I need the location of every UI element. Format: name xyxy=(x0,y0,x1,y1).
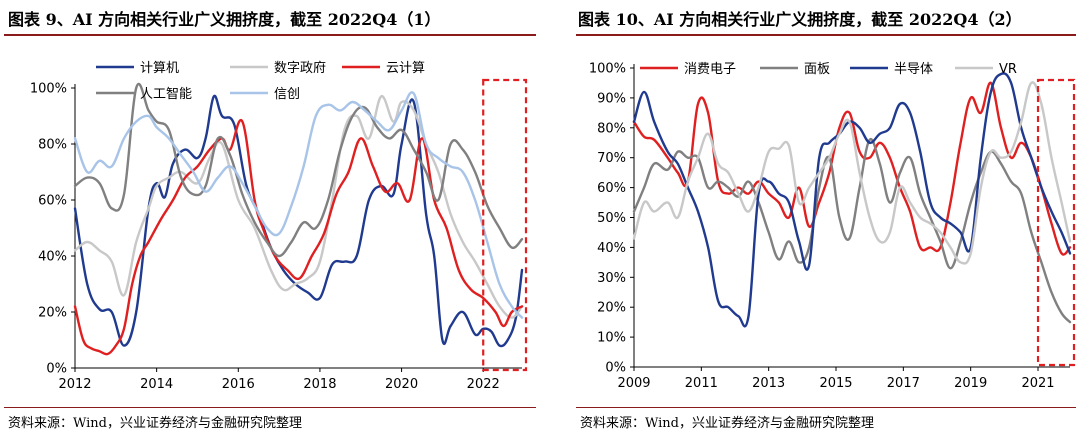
legend-label: 数字政府 xyxy=(274,61,326,76)
line-chart-1: 0% 20% 40% 60% 80% 100% 2012 2014 2016 2018 2020 20… xyxy=(30,61,528,392)
series-line-4 xyxy=(632,81,1072,265)
series-line-3 xyxy=(632,72,1072,328)
legend-label: 信创 xyxy=(274,87,300,102)
source-note: 资料来源：Wind，兴业证券经济与金融研究院整理 xyxy=(8,416,302,431)
source-rule xyxy=(4,407,536,408)
y-tick-label: 80% xyxy=(597,121,626,136)
y-tick-label: 20% xyxy=(38,306,67,321)
series-line-3 xyxy=(73,118,524,356)
legend-item: VR xyxy=(955,62,1017,77)
legend-item: 半导体 xyxy=(850,62,933,77)
y-tick-label: 0% xyxy=(605,361,626,376)
legend-label: 消费电子 xyxy=(684,62,736,77)
series-line-2 xyxy=(73,95,524,319)
legend-label: 计算机 xyxy=(140,61,179,76)
y-tick-label: 90% xyxy=(597,91,626,106)
y-tick-label: 100% xyxy=(589,62,626,77)
x-tick-label: 2021 xyxy=(1021,376,1054,391)
series-line-4 xyxy=(73,83,524,258)
chart-title: 图表 9、AI 方向相关行业广义拥挤度，截至 2022Q4（1） xyxy=(8,10,441,29)
y-tick-label: 0% xyxy=(46,362,67,377)
x-tick-label: 2014 xyxy=(140,377,173,392)
y-tick-label: 60% xyxy=(38,194,67,209)
x-tick-label: 2019 xyxy=(954,376,987,391)
y-tick-label: 60% xyxy=(597,181,626,196)
x-tick-label: 2013 xyxy=(752,376,785,391)
series-line-2 xyxy=(632,137,1072,324)
y-tick-label: 80% xyxy=(38,138,67,153)
legend-item: 人工智能 xyxy=(96,87,192,102)
x-tick-label: 2020 xyxy=(385,377,418,392)
y-tick-label: 30% xyxy=(597,271,626,286)
legend-label: VR xyxy=(999,62,1017,77)
x-tick-label: 2022 xyxy=(467,377,500,392)
y-tick-label: 70% xyxy=(597,151,626,166)
legend-item: 面板 xyxy=(760,62,830,77)
y-tick-label: 40% xyxy=(597,241,626,256)
x-tick-label: 2016 xyxy=(222,377,255,392)
y-tick-label: 40% xyxy=(38,250,67,265)
legend-item: 数字政府 xyxy=(230,61,326,76)
y-tick-label: 100% xyxy=(30,82,67,97)
legend-item: 消费电子 xyxy=(640,62,736,77)
legend-label: 云计算 xyxy=(386,61,425,76)
legend-label: 半导体 xyxy=(894,62,933,77)
x-tick-label: 2015 xyxy=(819,376,852,391)
series-line-5 xyxy=(73,91,524,319)
legend-item: 云计算 xyxy=(342,61,425,76)
y-tick-label: 10% xyxy=(597,331,626,346)
y-tick-label: 50% xyxy=(597,211,626,226)
x-tick-label: 2018 xyxy=(303,377,336,392)
series-line-1 xyxy=(73,94,524,348)
source-rule xyxy=(576,407,1076,408)
series-line-1 xyxy=(632,81,1072,256)
chart-panel-1: 图表 9、AI 方向相关行业广义拥挤度，截至 2022Q4（1） 0% 20% 40… xyxy=(4,10,536,431)
chart-panel-2: 图表 10、AI 方向相关行业广义拥挤度，截至 2022Q4（2） 0% 10% 2… xyxy=(572,0,1080,439)
title-rule xyxy=(4,34,536,36)
highlight-box xyxy=(482,78,528,372)
legend-item: 计算机 xyxy=(96,61,179,76)
chart-title: 图表 10、AI 方向相关行业广义拥挤度，截至 2022Q4（2） xyxy=(578,10,1022,29)
x-tick-label: 2017 xyxy=(887,376,920,391)
x-tick-label: 2011 xyxy=(685,376,718,391)
line-chart-2: 0% 10% 20% 30% 40% 50% 60% 70% 80% 90% 100% 2009 201… xyxy=(589,62,1076,391)
y-tick-label: 20% xyxy=(597,301,626,316)
legend-label: 面板 xyxy=(804,62,830,77)
title-rule xyxy=(576,34,1076,36)
x-tick-label: 2009 xyxy=(617,376,650,391)
x-tick-label: 2012 xyxy=(58,377,91,392)
legend-item: 信创 xyxy=(230,87,300,102)
legend-label: 人工智能 xyxy=(140,87,192,102)
source-note: 资料来源：Wind，兴业证券经济与金融研究院整理 xyxy=(580,416,874,431)
